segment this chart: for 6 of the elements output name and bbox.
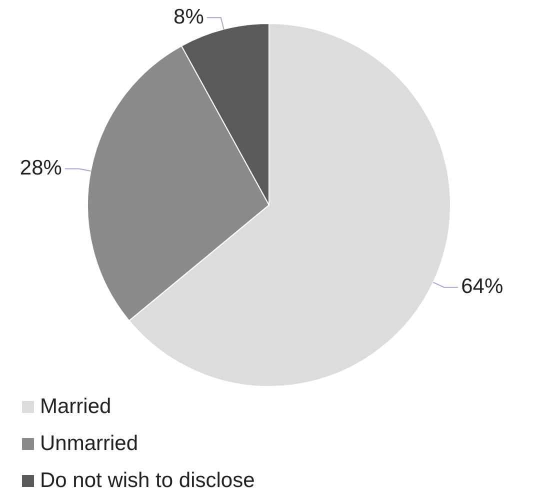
data-label: 28% [20,156,62,180]
legend-label: Unmarried [40,432,138,456]
legend-label: Do not wish to disclose [40,468,255,492]
legend-label: Married [40,394,112,418]
data-label: 64% [461,275,504,298]
data-label: 8% [174,5,204,28]
